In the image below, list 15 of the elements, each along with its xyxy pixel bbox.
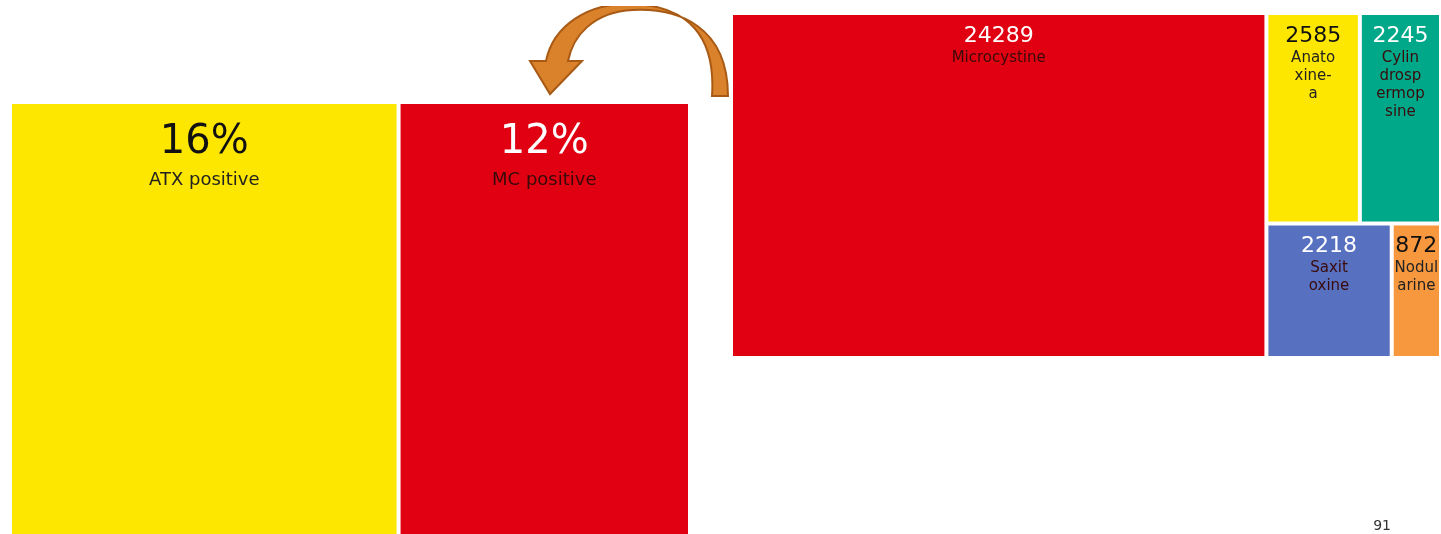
category-label: MC positive (492, 167, 597, 189)
data-label: 12% (499, 116, 589, 162)
text: 91 (1373, 517, 1392, 533)
data-label: 24289 (963, 21, 1034, 47)
category-label: Nodularine (1394, 258, 1439, 295)
data-label: 2585 (1285, 21, 1342, 47)
data-label: 2245 (1372, 21, 1429, 47)
category-label: Microcystine (951, 48, 1046, 66)
data-label: 2218 (1301, 231, 1358, 257)
category-label: Anatoxine-a (1291, 48, 1336, 102)
category-label: Saxitoxine (1308, 258, 1350, 295)
data-label: 872 (1395, 231, 1438, 257)
category-label: Cylindrospermopsine (1376, 48, 1425, 120)
category-label: ATX positive (149, 167, 260, 189)
data-label: 16% (159, 116, 249, 162)
